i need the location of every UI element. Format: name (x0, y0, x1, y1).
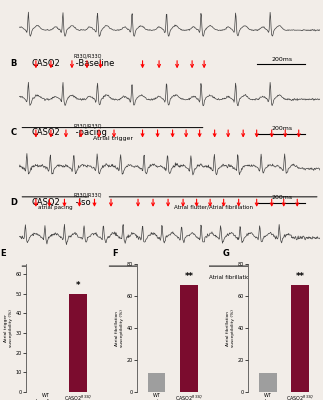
Y-axis label: Atrial fibrillation
susceptibility (%): Atrial fibrillation susceptibility (%) (115, 309, 124, 347)
Bar (259, 373, 276, 392)
Text: C: C (10, 128, 16, 138)
Text: **: ** (185, 272, 193, 280)
Text: *: * (76, 281, 80, 290)
Text: CASQ2: CASQ2 (31, 59, 60, 68)
Text: R33Q/R33Q: R33Q/R33Q (73, 192, 102, 198)
Text: E: E (1, 248, 6, 258)
Text: F: F (112, 248, 118, 258)
Text: G: G (223, 248, 230, 258)
Text: Atrial flutter/Atrial fibrillation: Atrial flutter/Atrial fibrillation (174, 274, 253, 279)
Text: atrial pacing: atrial pacing (38, 205, 73, 210)
Text: CASQ2: CASQ2 (31, 198, 60, 207)
Bar (148, 373, 165, 392)
Text: R33Q/R33Q: R33Q/R33Q (73, 54, 102, 59)
Text: 200ms: 200ms (272, 57, 293, 62)
Bar (291, 285, 309, 392)
Text: atrial pacing: atrial pacing (38, 274, 73, 279)
Text: D: D (10, 198, 17, 207)
Bar (180, 285, 198, 392)
Text: CASQ2: CASQ2 (31, 128, 60, 138)
Text: -Baseline: -Baseline (73, 59, 115, 68)
Y-axis label: Atrial fibrillation
susceptibility (%): Atrial fibrillation susceptibility (%) (226, 309, 235, 347)
Text: **: ** (296, 272, 305, 280)
Text: 200ms: 200ms (272, 196, 293, 200)
Text: -Iso: -Iso (73, 198, 91, 207)
Text: R33Q/R33Q: R33Q/R33Q (73, 123, 102, 128)
Bar (69, 294, 87, 392)
Text: Atrial flutter/Atrial fibrillation: Atrial flutter/Atrial fibrillation (174, 205, 253, 210)
Y-axis label: Atrial trigger
susceptibility (%): Atrial trigger susceptibility (%) (4, 309, 13, 347)
Text: 200ms: 200ms (272, 126, 293, 131)
Text: Atrial trigger: Atrial trigger (92, 136, 132, 141)
Text: -pacing: -pacing (73, 128, 107, 138)
Text: B: B (10, 59, 17, 68)
